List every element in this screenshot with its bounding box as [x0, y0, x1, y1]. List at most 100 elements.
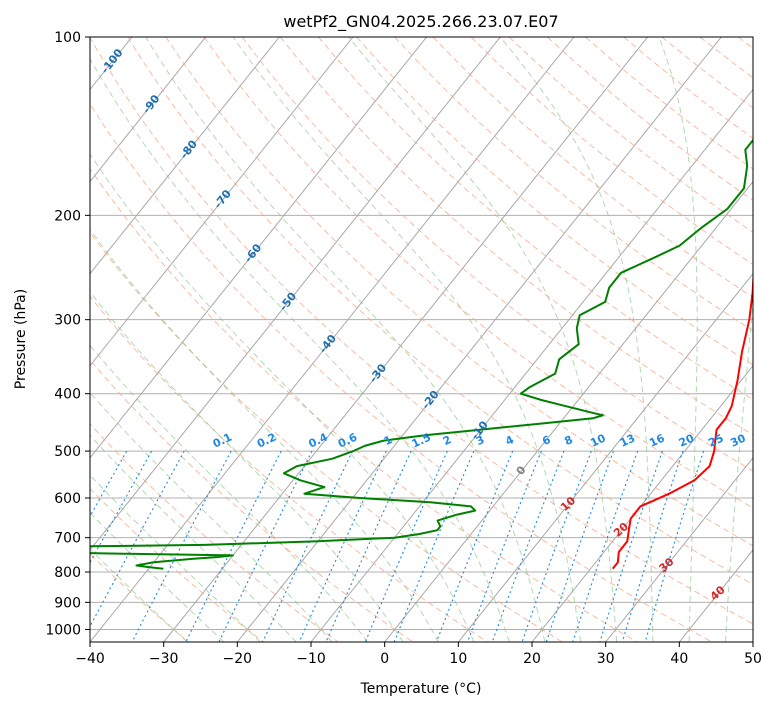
dry-adiabat-line [470, 37, 753, 266]
dry-adiabat-line [585, 37, 753, 170]
temperature-line [611, 270, 753, 570]
mixing-ratio-label: 3 [474, 433, 486, 448]
isotherm-line [90, 37, 575, 642]
mixing-ratio-line [572, 450, 639, 642]
axis-layer: −40 −30 −20 −10 0 10 20 30 40 5010020030040050060… [45, 30, 762, 667]
mixing-ratio-line [644, 450, 705, 642]
mixing-ratio-line [393, 450, 475, 642]
x-tick-label: 30 [597, 651, 615, 667]
mixing-ratio-line [0, 451, 48, 642]
mixing-ratio-label: 16 [647, 431, 667, 449]
y-tick-label: 900 [54, 595, 81, 611]
moist-adiabat-line [90, 344, 369, 642]
y-tick-label: 600 [54, 491, 81, 507]
mixing-ratio-label: 25 [706, 432, 725, 450]
dry-adiabat-line [90, 231, 563, 642]
isotherm-line [531, 364, 753, 642]
isotherm-line [90, 37, 501, 551]
mixing-ratio-line [262, 450, 353, 642]
moist-adiabat-line [90, 153, 475, 642]
moist-adiabat-line [90, 548, 188, 642]
moist-adiabat-line [725, 300, 753, 642]
moist-adiabat-line [90, 434, 297, 642]
mixing-ratio-line [298, 450, 387, 642]
mixing-ratio-label: 8 [562, 433, 574, 448]
x-tick-label: 20 [523, 651, 541, 667]
dry-adiabat-line [318, 37, 753, 401]
x-tick-label: −40 [75, 651, 105, 667]
isotherm-line [90, 37, 280, 275]
dry-adiabat-line [90, 37, 753, 625]
dry-adiabat-line [127, 37, 753, 586]
mixing-ratio-line [218, 450, 313, 642]
isotherm-line [384, 180, 753, 642]
y-tick-label: 400 [54, 387, 81, 403]
mixing-ratio-label: 13 [618, 432, 637, 450]
grid-layer [0, 37, 753, 642]
dry-adiabat-line [203, 37, 753, 509]
y-tick-label: 200 [54, 208, 81, 224]
dry-adiabat-line [356, 37, 753, 366]
y-axis-label: Pressure (hPa) [13, 289, 29, 389]
mixing-ratio-line [491, 450, 565, 642]
mixing-ratio-label: 0.4 [307, 430, 330, 450]
isotherm-line [90, 37, 354, 367]
moist-adiabat-label: 10 [558, 494, 578, 514]
y-tick-label: 700 [54, 531, 81, 547]
mixing-ratio-label: 2 [441, 433, 453, 448]
dry-adiabat-line [90, 295, 488, 642]
mixing-ratio-label: 30 [728, 431, 748, 449]
x-tick-label: 50 [744, 651, 762, 667]
y-tick-label: 100 [54, 30, 81, 46]
isotherm-line [457, 272, 753, 642]
mixing-ratio-label: 0.6 [336, 430, 359, 450]
mixing-ratio-line [90, 450, 185, 628]
mixing-ratio-label: 0.2 [255, 431, 278, 451]
dry-adiabat-line [699, 37, 753, 79]
dry-adiabat-line [90, 359, 414, 642]
moist-adiabat-line [658, 37, 698, 642]
mixing-ratio-label: 36 [754, 431, 774, 449]
dry-adiabat-line [547, 37, 753, 201]
moist-adiabat-line [232, 37, 582, 642]
dry-adiabat-line [432, 37, 753, 298]
x-tick-label: −10 [296, 651, 326, 667]
isotherm-line [678, 549, 753, 642]
label-layer: -100-90-80-70-60-50-40-30-20-10010203040… [98, 46, 774, 603]
x-tick-label: 10 [449, 651, 467, 667]
isotherm-line [163, 37, 649, 642]
moist-adiabat-line [90, 57, 510, 642]
mixing-ratio-label: 20 [677, 431, 697, 449]
mixing-ratio-label: 6 [540, 433, 553, 448]
y-tick-label: 300 [54, 313, 81, 329]
dry-adiabat-line [90, 167, 638, 642]
dry-adiabat-line [90, 487, 264, 642]
mixing-ratio-line [435, 450, 514, 642]
y-tick-label: 500 [54, 444, 81, 460]
mixing-ratio-line [185, 450, 282, 642]
plot-frame [89, 36, 754, 643]
mixing-ratio-label: 10 [588, 431, 608, 449]
moist-adiabat-line [90, 511, 225, 642]
dry-adiabat-line [241, 37, 753, 472]
moist-adiabat-label: 40 [708, 583, 728, 603]
dry-adiabat-line [737, 37, 753, 49]
x-tick-label: −20 [223, 651, 253, 667]
dry-adiabat-line [508, 37, 753, 233]
moist-adiabat-line [90, 228, 439, 642]
moist-adiabat-line [90, 474, 261, 642]
moist-adiabat-line [499, 37, 654, 642]
zero-isotherm-label: 0 [514, 463, 529, 477]
dry-adiabat-line [90, 423, 339, 642]
moist-adiabat-line [145, 37, 546, 642]
dewpoint-line [90, 138, 753, 570]
isotherm-line [90, 37, 428, 459]
isotherm-line [0, 37, 58, 642]
isotherm-line [752, 641, 753, 642]
x-tick-label: 0 [380, 651, 389, 667]
x-tick-label: 40 [670, 651, 688, 667]
x-axis-label: Temperature (°C) [360, 681, 482, 697]
isotherm-line [310, 88, 753, 642]
mixing-ratio-label: 0.1 [211, 431, 234, 451]
